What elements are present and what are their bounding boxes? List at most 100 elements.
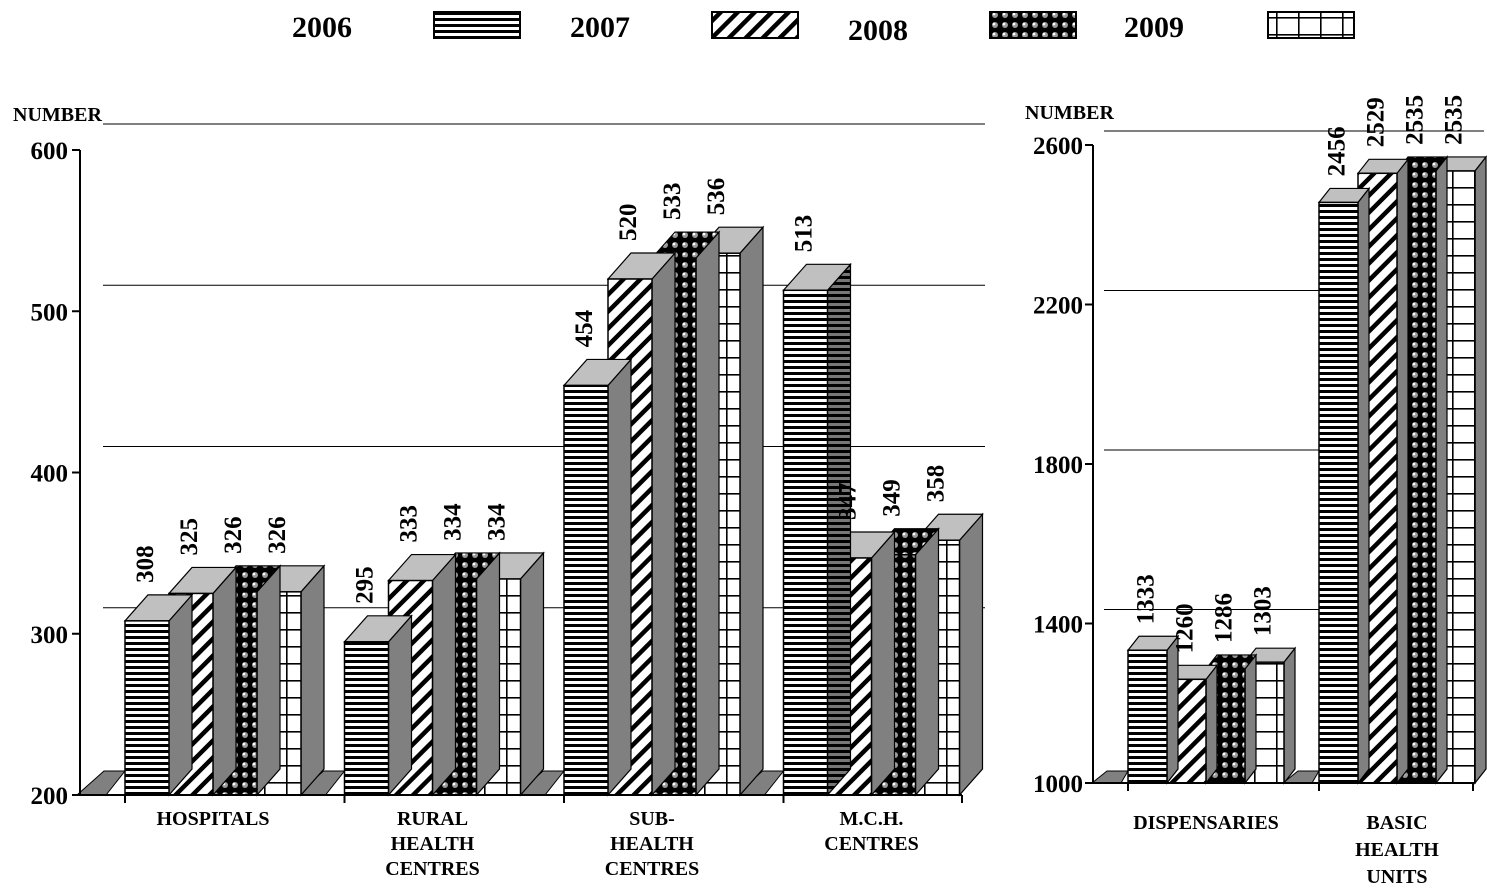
bar-front [782, 289, 829, 796]
category-label: CENTRES [385, 858, 479, 880]
value-label: 334 [484, 503, 511, 541]
y-tick-label: 1000 [1033, 771, 1083, 798]
legend-label-2008: 2008 [848, 14, 908, 47]
left-category-labels: HOSPITALS RURAL HEALTH CENTRES SUB- HEALTH CEN… [157, 808, 919, 880]
value-label: 334 [440, 503, 467, 541]
legend-swatch-2006 [433, 11, 521, 39]
category-label: CENTRES [605, 858, 699, 880]
y-tick-label: 600 [31, 138, 69, 165]
right-category-labels: DISPENSARIES BASIC HEALTH UNITS [1133, 812, 1439, 888]
floor-segment [1090, 770, 1129, 784]
category-label: HEALTH [1355, 839, 1439, 861]
bar-side [1244, 653, 1257, 785]
value-label: 326 [220, 516, 247, 554]
category-label: BASIC [1366, 812, 1427, 834]
right-y-axis-label: NUMBER [1025, 102, 1114, 124]
bar-side [212, 565, 237, 797]
value-label: 454 [571, 309, 598, 347]
bar-2006-2 [562, 357, 633, 797]
bar-side [475, 551, 501, 797]
bar-side [695, 230, 720, 797]
bar-side [387, 614, 413, 797]
bar-side [1166, 634, 1179, 785]
value-label: 325 [176, 518, 203, 556]
right-axes [1085, 144, 1474, 791]
bar-side [651, 251, 676, 797]
legend-label-2006: 2006 [292, 11, 352, 44]
bar-front [1127, 649, 1168, 784]
floor-segment [75, 770, 127, 796]
bar-side [739, 225, 764, 797]
category-label: HEALTH [391, 833, 475, 855]
left-y-axis-label: NUMBER [13, 104, 102, 126]
legend-label-2009: 2009 [1124, 11, 1184, 44]
bar-side [168, 593, 193, 797]
category-label: RURAL [397, 808, 468, 830]
bar-front [124, 620, 170, 796]
bar-side [1435, 155, 1448, 785]
legend-label-2007: 2007 [570, 11, 630, 44]
bar-side [958, 512, 984, 797]
bar-2006-0 [1126, 634, 1180, 785]
bar-side [870, 530, 896, 797]
bar-side [431, 552, 457, 797]
legend-swatch-2007 [711, 11, 799, 39]
category-label: UNITS [1366, 866, 1427, 888]
value-label: 347 [835, 482, 862, 520]
value-label: 358 [923, 465, 950, 503]
bar-side [914, 527, 940, 797]
value-label: 2456 [1324, 126, 1351, 176]
right-value-labels: 1333 1260 1286 1303 2456 2529 2535 2535 [1133, 95, 1468, 653]
y-tick-label: 1800 [1033, 452, 1083, 479]
value-label: 1333 [1133, 574, 1160, 624]
left-tick-labels: 200 300 400 500 600 [31, 138, 69, 810]
bar-side [519, 551, 545, 797]
right-chart: NUMBER 1000 1400 1800 2200 2600 1333 1260 1286… [1025, 95, 1487, 888]
bar-front [1318, 201, 1359, 784]
value-label: 536 [703, 178, 730, 216]
bar-side [1283, 646, 1296, 785]
value-label: 295 [352, 566, 379, 604]
y-tick-label: 1400 [1033, 612, 1083, 639]
value-label: 2535 [1441, 95, 1468, 145]
value-label: 326 [264, 516, 291, 554]
category-label: M.C.H. [840, 808, 904, 830]
y-tick-label: 300 [31, 622, 69, 649]
bar-side [300, 564, 325, 797]
bar-2006-1 [343, 614, 413, 797]
value-label: 533 [659, 183, 686, 221]
y-tick-label: 400 [31, 461, 69, 488]
value-label: 1260 [1172, 603, 1199, 653]
bar-front [343, 641, 390, 796]
right-bars [1126, 155, 1487, 785]
category-label: DISPENSARIES [1133, 812, 1279, 834]
chart-legend: 2006 2007 2008 2009 [292, 11, 1355, 47]
value-label: 520 [615, 204, 642, 242]
y-tick-label: 2200 [1033, 293, 1083, 320]
legend-swatch-2009 [1267, 11, 1355, 39]
left-chart: NUMBER 200 300 400 500 600 308 325 326 326 295 33… [13, 104, 985, 880]
left-value-labels: 308 325 326 326 295 333 334 334 454 520 533 536 513 3… [132, 178, 950, 604]
value-label: 2535 [1402, 95, 1429, 145]
bar-side [1357, 186, 1370, 785]
legend-swatch-2008 [989, 11, 1077, 39]
value-label: 1303 [1250, 586, 1277, 636]
category-label: CENTRES [824, 833, 918, 855]
y-tick-label: 500 [31, 299, 69, 326]
bar-side [256, 564, 281, 797]
y-tick-label: 200 [31, 783, 69, 810]
bar-side [1205, 663, 1218, 785]
bar-side [1396, 157, 1409, 785]
value-label: 513 [791, 215, 818, 253]
right-tick-labels: 1000 1400 1800 2200 2600 [1033, 133, 1083, 798]
category-label: SUB- [629, 808, 675, 830]
category-label: HOSPITALS [157, 808, 270, 830]
value-label: 1286 [1211, 593, 1238, 643]
category-label: HEALTH [610, 833, 694, 855]
bar-2006-3 [782, 262, 852, 797]
y-tick-label: 2600 [1033, 133, 1083, 160]
bar-front [563, 384, 609, 796]
bar-side [826, 262, 852, 797]
